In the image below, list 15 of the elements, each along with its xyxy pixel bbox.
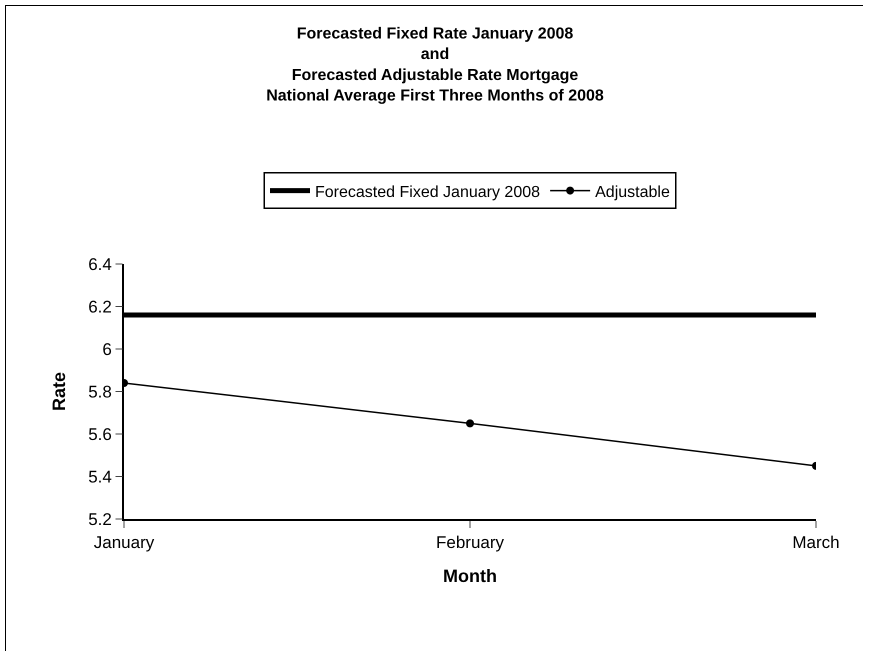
y-tick-label: 6	[102, 340, 112, 359]
legend-label: Adjustable	[595, 184, 670, 201]
legend-label: Forecasted Fixed January 2008	[315, 184, 540, 201]
y-tick-label: 6.2	[88, 297, 112, 316]
y-tick-label: 5.8	[88, 382, 112, 402]
x-tick-label: March	[792, 533, 840, 552]
y-tick-label: 6.4	[88, 254, 112, 274]
y-tick-label: 5.6	[88, 424, 112, 444]
y-tick-label: 5.4	[88, 467, 112, 486]
chart-title: Forecasted Fixed Rate January 2008 and Forecasted Adjustable Rate Mortgage National Average First Three Months of 2008	[266, 25, 604, 105]
y-axis-title: Rate	[48, 372, 69, 412]
y-tick-label: 5.2	[88, 510, 112, 529]
x-axis-title: Month	[443, 566, 497, 586]
x-tick-label: January	[94, 533, 155, 552]
x-tick-label: February	[436, 533, 505, 552]
